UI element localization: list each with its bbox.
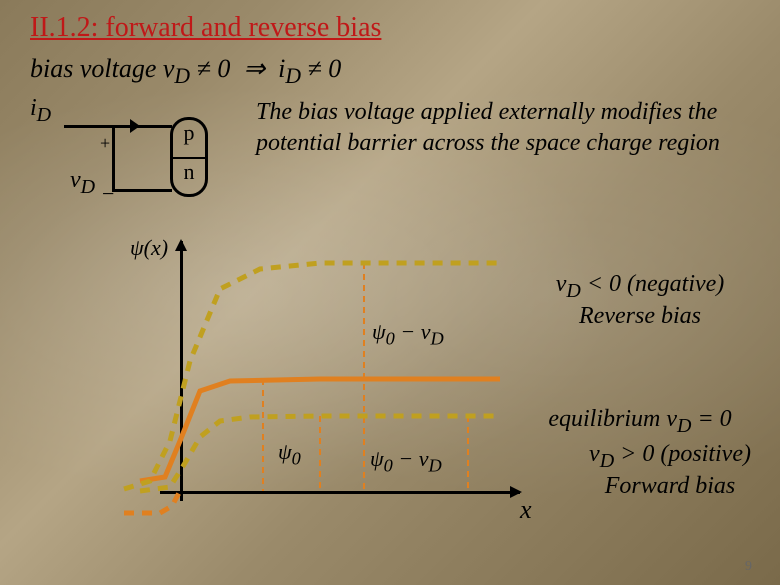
curves-svg: [120, 241, 520, 521]
n-region: n: [173, 157, 205, 194]
section-title: II.1.2: forward and reverse bias: [30, 12, 750, 44]
page-number: 9: [745, 559, 752, 575]
anno-line: Reverse bias: [579, 303, 701, 329]
description-text: The bias voltage applied externally modi…: [256, 97, 750, 159]
row-circuit-desc: iD vD + − p n The bias voltage applied e…: [30, 97, 750, 227]
forward-bias-annotation: vD > 0 (positive) Forward bias: [530, 441, 780, 500]
chart-body: ψ(x) x ψ0 ψ0 − vD ψ0 − vD: [120, 241, 500, 541]
id-label: iD: [30, 95, 51, 127]
plus: +: [100, 133, 110, 154]
anno-line: vD > 0 (positive): [589, 441, 751, 467]
wire: [64, 125, 172, 128]
circuit-diagram: iD vD + − p n: [30, 97, 230, 227]
vd-label: vD: [70, 167, 95, 199]
anno-line: equilibrium vD = 0: [548, 406, 731, 432]
slide: { "title": "II.1.2: forward and reverse …: [0, 0, 780, 585]
equilibrium-annotation: equilibrium vD = 0: [500, 406, 780, 438]
minus: −: [102, 181, 114, 207]
potential-chart: ψ(x) x ψ0 ψ0 − vD ψ0 − vD vD < 0 (negati…: [30, 241, 750, 561]
current-arrow: [130, 119, 140, 133]
reverse-bias-annotation: vD < 0 (negative) Reverse bias: [500, 271, 780, 330]
p-region: p: [173, 120, 205, 157]
anno-line: Forward bias: [605, 473, 735, 499]
anno-line: vD < 0 (negative): [556, 271, 725, 297]
wire: [112, 189, 172, 192]
pn-junction: p n: [170, 117, 208, 197]
bias-equation: bias voltage vD ≠ 0 ⇒ iD ≠ 0: [30, 54, 750, 89]
